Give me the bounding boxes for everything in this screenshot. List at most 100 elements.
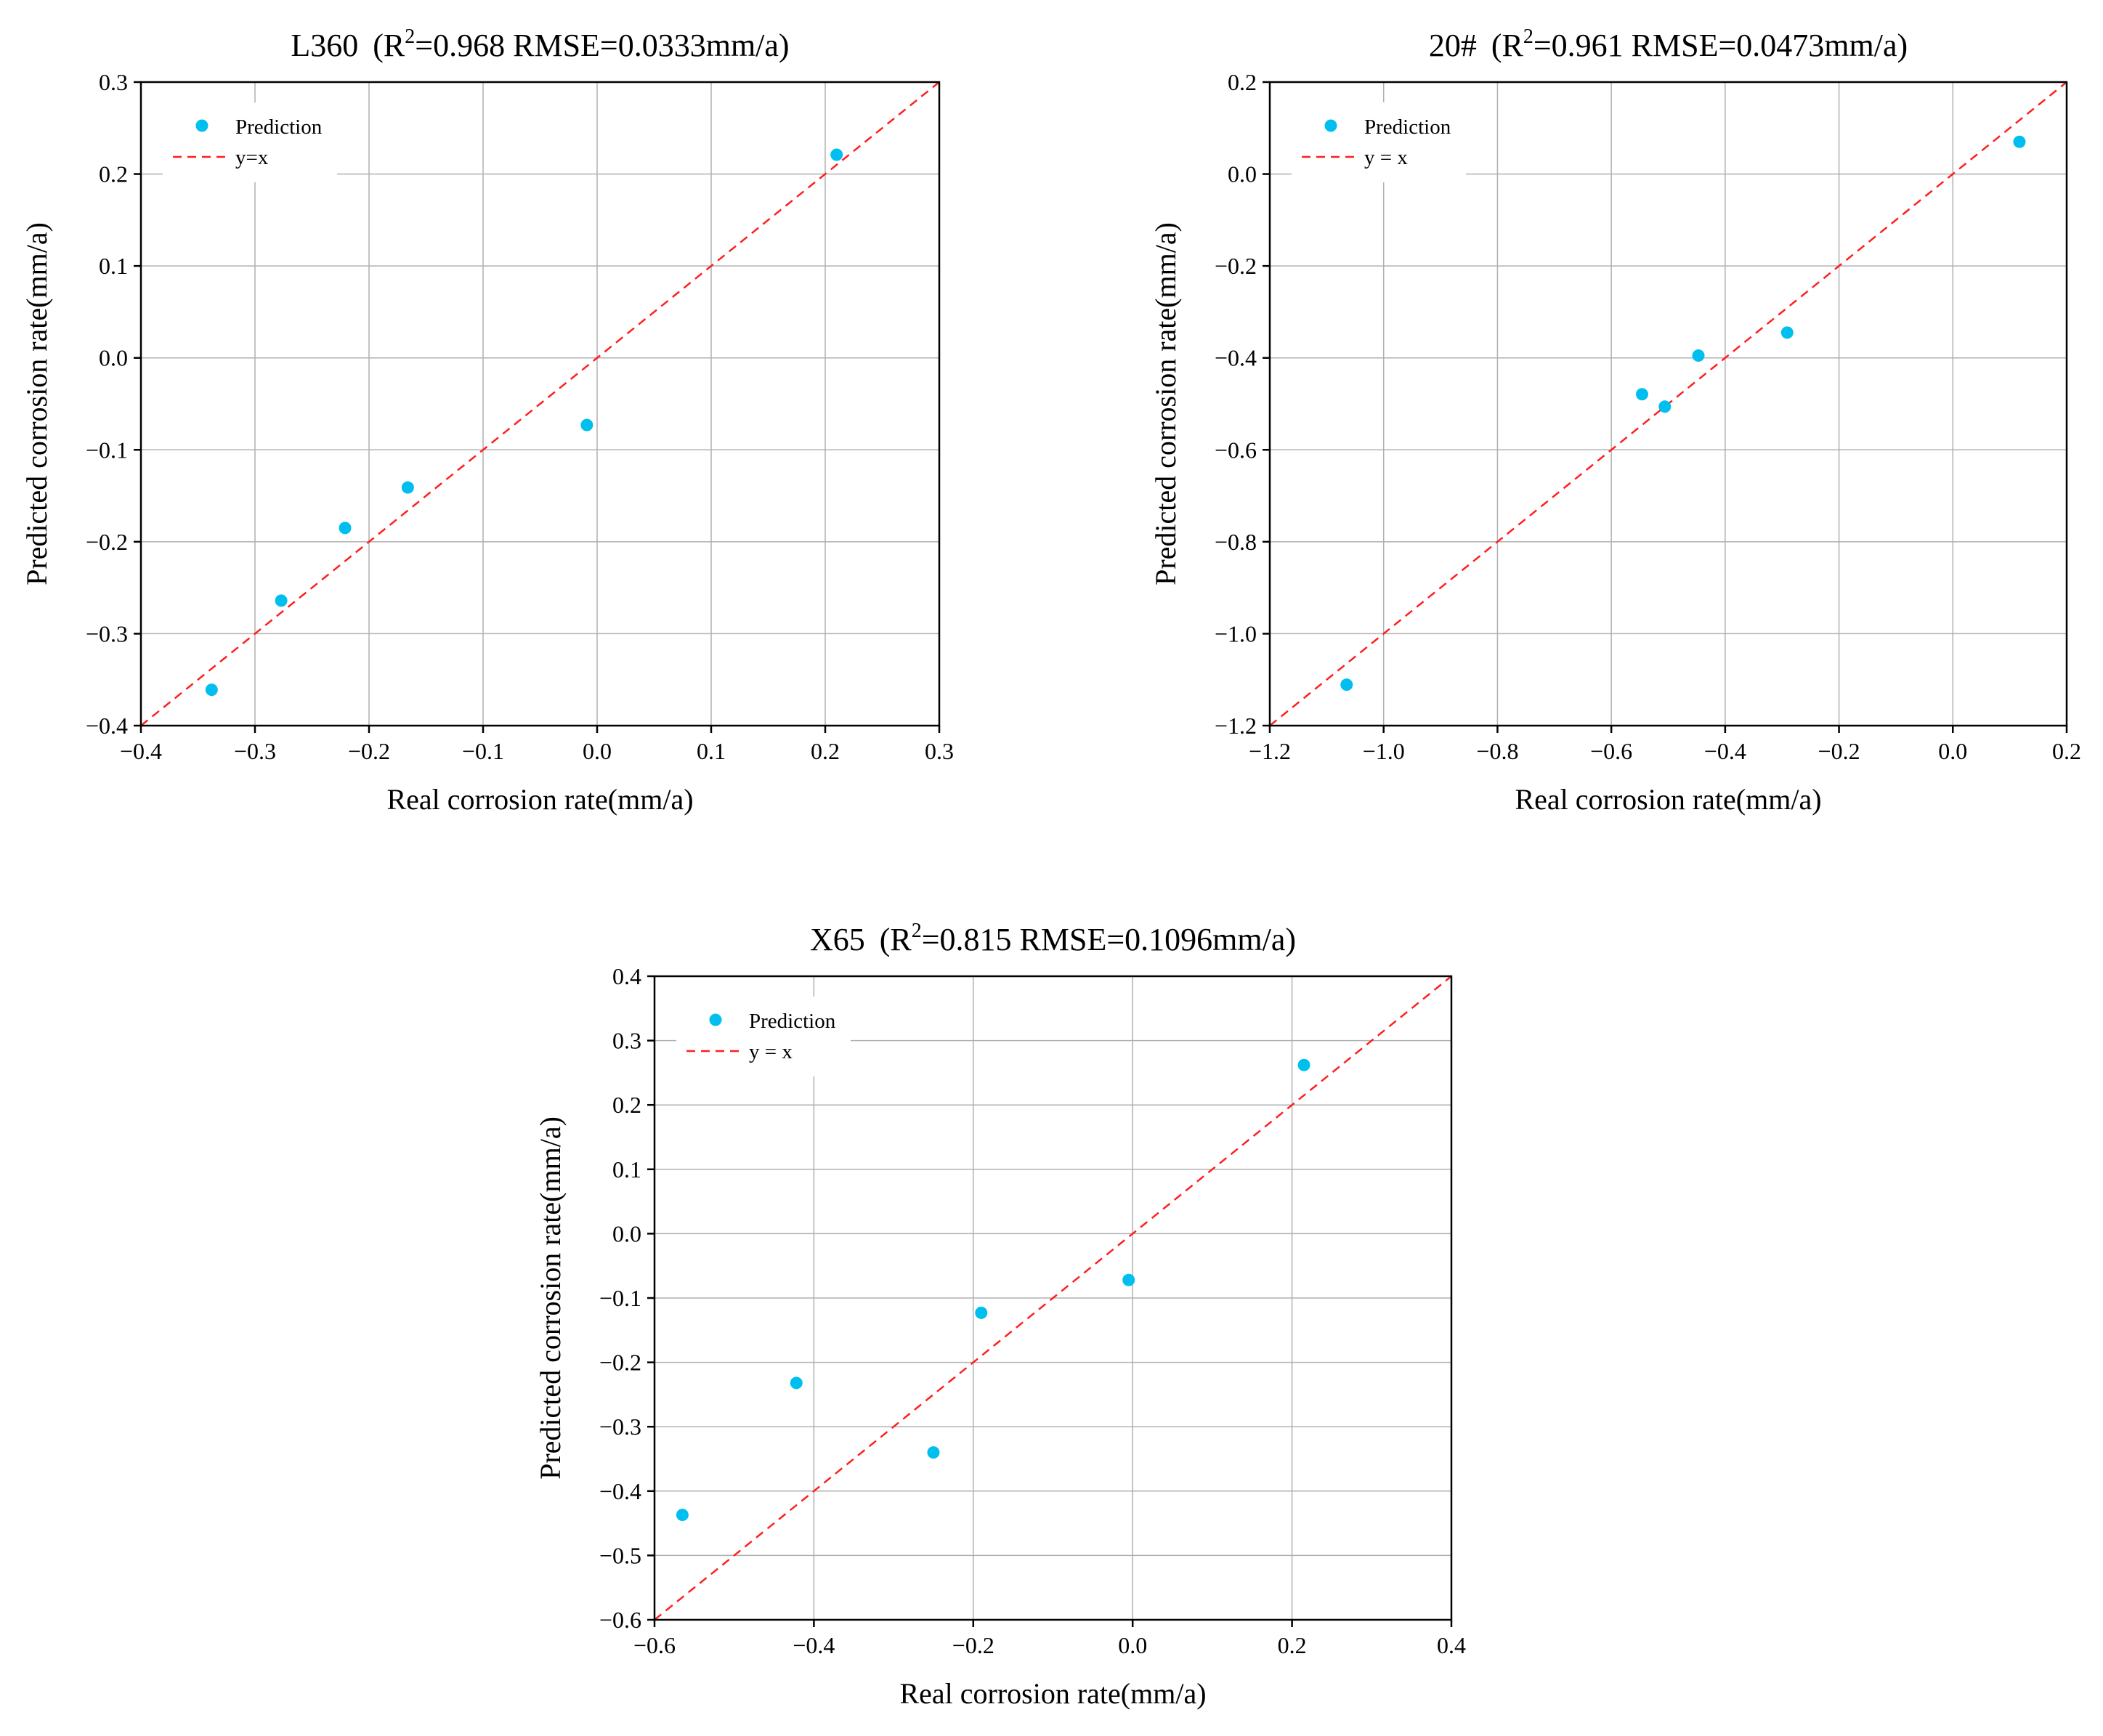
title-rest: =0.968 RMSE=0.0333mm/a) [415, 28, 789, 63]
x-tick-label: 0.3 [925, 738, 954, 764]
prediction-points [1340, 135, 2026, 691]
y-tick-label: 0.2 [1228, 69, 1257, 95]
legend-background [676, 997, 851, 1076]
y-tick-label: −0.3 [86, 620, 128, 646]
data-point [790, 1376, 803, 1390]
y-tick-label: −0.6 [599, 1607, 641, 1633]
legend-background [1292, 102, 1466, 182]
data-point [927, 1446, 940, 1459]
y-axis-label: Predicted corrosion rate(mm/a) [1149, 222, 1182, 585]
y-axis-label: Predicted corrosion rate(mm/a) [20, 222, 53, 585]
y-tick-label: −0.2 [86, 529, 128, 555]
y-tick-label: 0.3 [99, 69, 128, 95]
x-tick-label: 0.0 [1938, 738, 1967, 764]
x-tick-label: −0.3 [234, 738, 276, 764]
reference-line-y-equals-x [141, 82, 939, 726]
x-tick-label: −0.6 [1590, 738, 1632, 764]
x-tick-label: −0.2 [348, 738, 390, 764]
x-axis-label: Real corrosion rate(mm/a) [386, 783, 693, 816]
x-tick-label: −0.4 [120, 738, 162, 764]
data-point [1340, 678, 1353, 691]
reference-line-y-equals-x [655, 976, 1451, 1620]
data-point [975, 1306, 988, 1319]
x-tick-label: −1.2 [1249, 738, 1291, 764]
y-tick-label: 0.0 [612, 1220, 641, 1246]
y-tick-label: 0.4 [612, 963, 641, 989]
title-superscript: 2 [1523, 25, 1533, 48]
legend-marker-prediction [1324, 119, 1337, 132]
prediction-points [676, 1058, 1310, 1522]
legend-marker-prediction [195, 119, 208, 132]
x-tick-label: 0.0 [583, 738, 612, 764]
title-r2-prefix: (R [1491, 28, 1524, 63]
x-tick-label: −0.2 [1818, 738, 1860, 764]
x-tick-label: −1.0 [1363, 738, 1405, 764]
y-tick-label: −0.4 [1215, 345, 1257, 371]
x-tick-label: 0.4 [1437, 1632, 1466, 1658]
data-point [401, 481, 414, 494]
legend-label-reference-line: y = x [749, 1040, 793, 1063]
x-axis-label: Real corrosion rate(mm/a) [899, 1677, 1206, 1710]
chart-panel-3: −0.6 −0.4 −0.2 0.0 0.2 0.4 −0.6 −0.5 −0.4 −0.3 −0.… [534, 920, 1466, 1710]
title-rest: =0.815 RMSE=0.1096mm/a) [922, 922, 1296, 957]
chart-panel-2: −1.2 −1.0 −0.8 −0.6 −0.4 −0.2 0.0 0.2 −1.2 −1.0 −0… [1149, 25, 2081, 816]
x-tick-label: 0.2 [811, 738, 840, 764]
x-tick-label: −0.6 [633, 1632, 676, 1658]
title-superscript: 2 [405, 25, 415, 48]
x-tick-label: −0.8 [1476, 738, 1518, 764]
chart-panel-1: −0.4 −0.3 −0.2 −0.1 0.0 0.1 0.2 0.3 −0.4 −0.3 −0.2… [20, 25, 954, 816]
y-tick-label: 0.0 [1228, 161, 1257, 187]
y-tick-label: 0.0 [99, 345, 128, 371]
chart-title: 20# (R2=0.961 RMSE=0.0473mm/a) [1429, 25, 1908, 63]
data-point [339, 522, 352, 535]
x-axis-label: Real corrosion rate(mm/a) [1515, 783, 1821, 816]
y-tick-label: −0.4 [599, 1478, 641, 1504]
legend-label-prediction: Prediction [749, 1010, 836, 1033]
x-tick-label: 0.2 [1278, 1632, 1307, 1658]
chart-title: X65 (R2=0.815 RMSE=0.1096mm/a) [810, 920, 1296, 957]
title-main: X65 [810, 922, 865, 957]
x-tick-label: −0.4 [1704, 738, 1746, 764]
y-tick-label: −0.1 [599, 1285, 641, 1311]
data-point [1780, 326, 1794, 339]
data-point [1692, 349, 1705, 362]
title-r2-prefix: (R [880, 922, 912, 957]
y-tick-label: −1.2 [1215, 713, 1257, 739]
y-tick-label: −0.6 [1215, 437, 1257, 463]
y-axis-label: Predicted corrosion rate(mm/a) [534, 1116, 567, 1480]
data-point [1658, 400, 1672, 413]
data-point [205, 684, 218, 697]
data-point [580, 418, 593, 431]
y-tick-label: −0.4 [86, 713, 128, 739]
data-point [676, 1509, 689, 1522]
y-tick-label: 0.3 [612, 1028, 641, 1054]
y-tick-label: −0.3 [599, 1413, 641, 1440]
legend-label-prediction: Prediction [1364, 115, 1451, 139]
title-main: 20# [1429, 28, 1477, 63]
y-tick-label: −0.2 [1215, 253, 1257, 279]
data-point [830, 148, 843, 161]
y-tick-label: −0.1 [86, 437, 128, 463]
title-rest: =0.961 RMSE=0.0473mm/a) [1533, 28, 1908, 63]
legend-background [163, 102, 337, 182]
legend: Prediction y=x [163, 102, 337, 182]
data-point [2013, 135, 2026, 148]
x-tick-label: −0.2 [952, 1632, 994, 1658]
legend: Prediction y = x [1292, 102, 1466, 182]
data-point [1635, 388, 1648, 401]
x-tick-label: −0.4 [793, 1632, 835, 1658]
title-main: L360 [291, 28, 358, 63]
data-point [1122, 1273, 1135, 1286]
plot-frame [1268, 81, 2068, 727]
legend-label-reference-line: y=x [235, 146, 269, 169]
x-tick-label: 0.0 [1118, 1632, 1147, 1658]
x-tick-label: −0.1 [462, 738, 504, 764]
y-tick-label: 0.2 [612, 1092, 641, 1118]
chart-title: L360 (R2=0.968 RMSE=0.0333mm/a) [291, 25, 789, 63]
y-tick-label: −1.0 [1215, 620, 1257, 646]
plot-frame [139, 81, 941, 727]
title-superscript: 2 [912, 920, 922, 942]
y-tick-label: 0.1 [99, 253, 128, 279]
legend-marker-prediction [709, 1013, 722, 1026]
